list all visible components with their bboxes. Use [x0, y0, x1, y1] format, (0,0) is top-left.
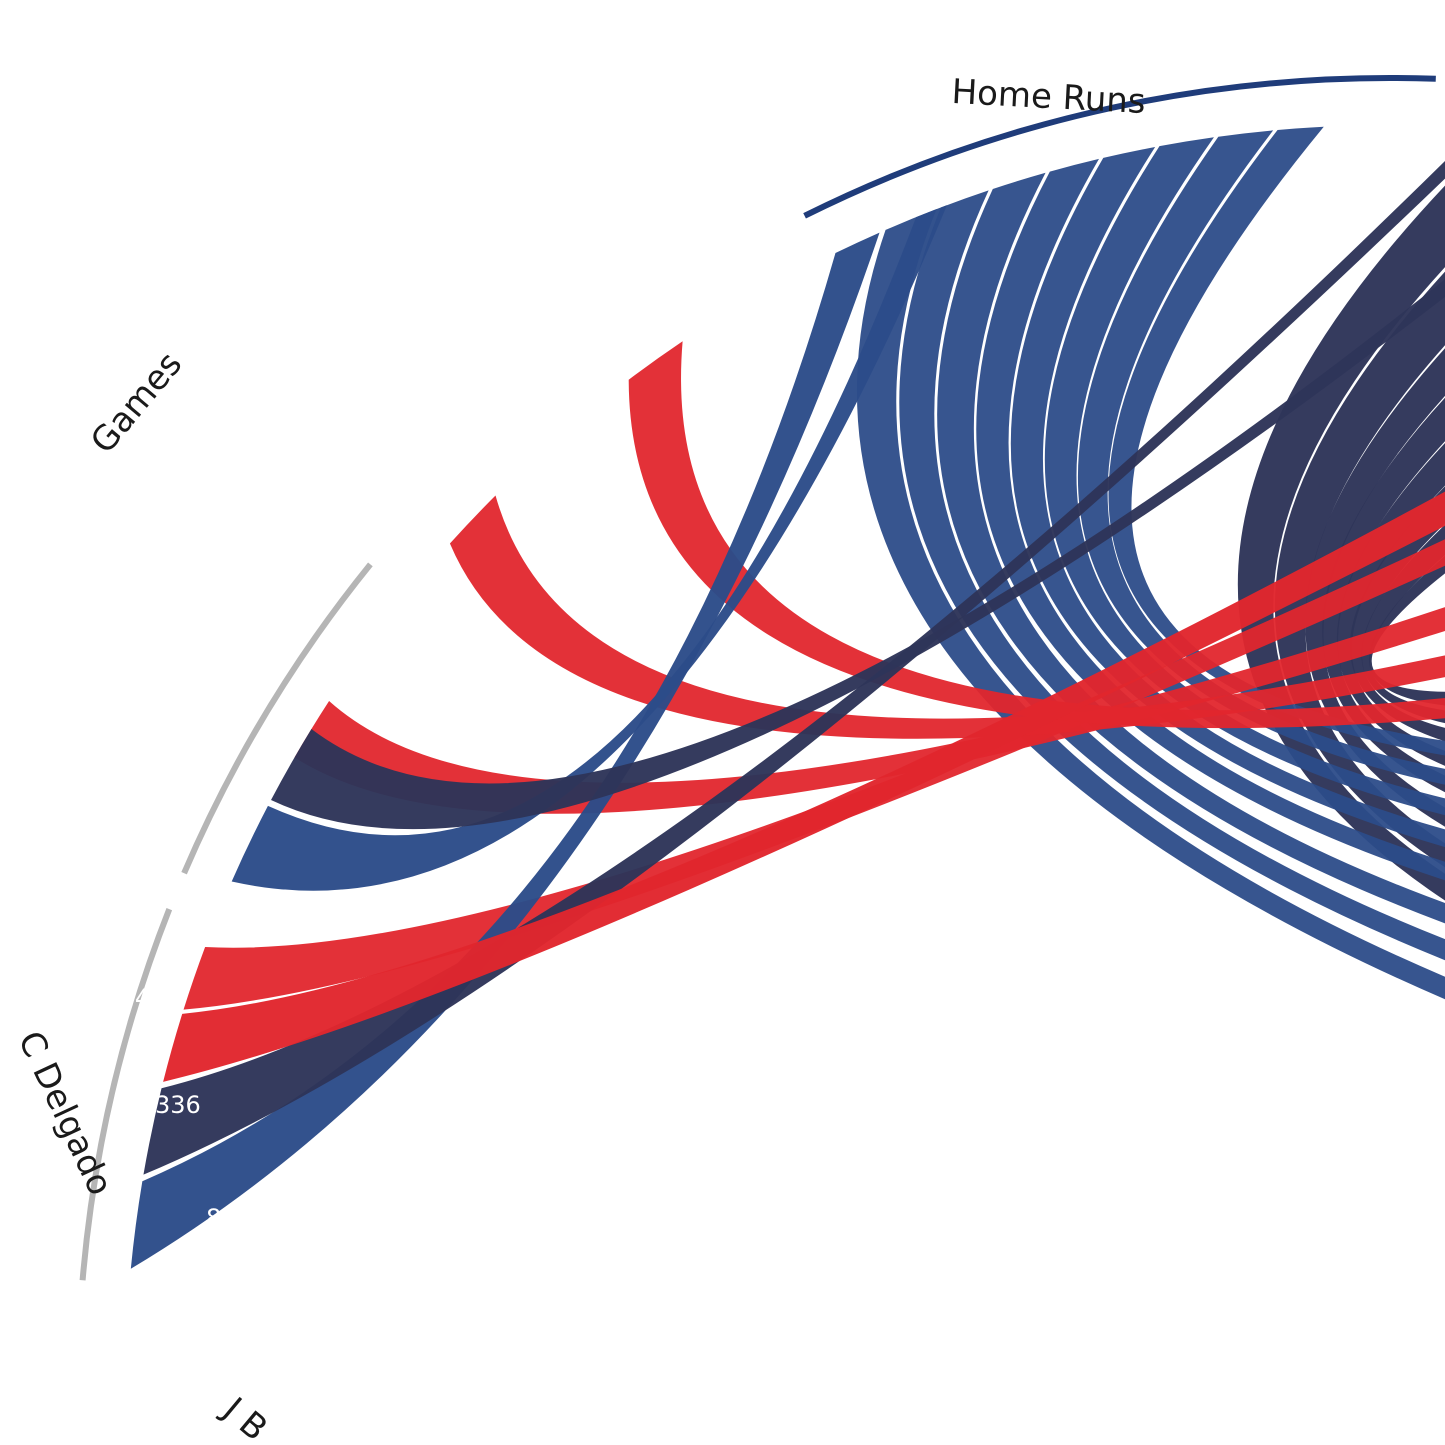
c-delgado-rim-arc	[79, 908, 173, 1281]
player-label-j-b: J B	[214, 1389, 275, 1445]
value-j-b-home-runs: 288	[353, 1393, 407, 1442]
value-j-b-games: 1,235	[279, 1309, 353, 1368]
value-c-delgado-rbi: 889	[206, 1204, 252, 1232]
ribbon-games-0	[856, 209, 1445, 1000]
ribbon-games-1	[899, 190, 1445, 961]
chord-arcs	[79, 75, 1436, 1281]
ribbon-games-2	[937, 172, 1445, 924]
category-label-games: Games	[83, 345, 190, 462]
chord-ribbons	[130, 126, 1445, 1269]
ribbon-home-runs-4	[1336, 443, 1445, 766]
ribbon-c-delgado-third-stat	[163, 491, 1445, 1082]
ribbon-third-stat-0	[183, 539, 1445, 1010]
value-c-delgado-games: 1,423	[112, 984, 181, 1012]
j-b-rim-arc	[181, 562, 373, 875]
ribbon-j-b-games	[231, 205, 947, 891]
player-label-c-delgado: C Delgado	[10, 1025, 121, 1201]
ribbon-games-3	[976, 158, 1445, 881]
games-rim-arc	[803, 75, 1436, 219]
ribbon-games-7	[1108, 126, 1445, 756]
ribbon-j-b-home-runs	[271, 279, 1445, 830]
ribbon-home-runs-3	[1322, 397, 1445, 793]
ribbon-c-delgado-home-runs	[143, 160, 1445, 1175]
category-label-home-runs: Home Runs	[951, 72, 1147, 122]
ribbon-c-delgado-games	[130, 232, 880, 1269]
value-c-delgado-home-runs: 336	[155, 1091, 201, 1119]
